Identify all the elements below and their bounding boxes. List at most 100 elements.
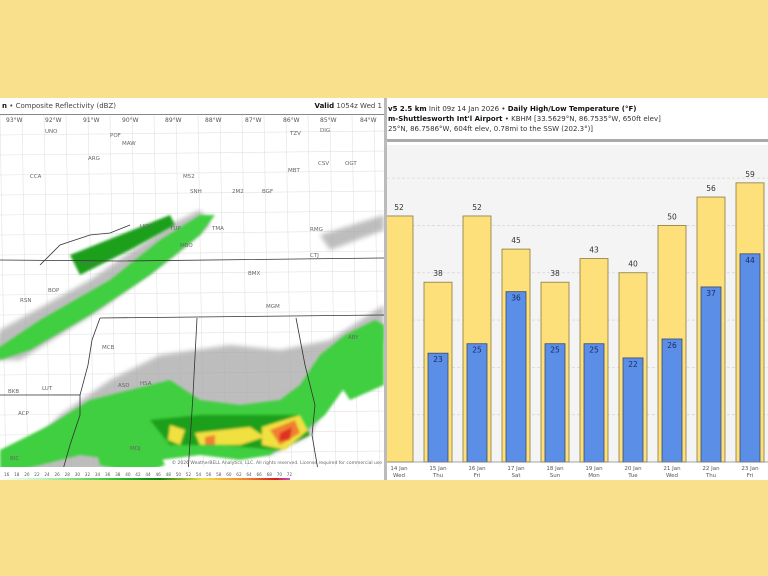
station-label: CTJ [310, 253, 319, 259]
station-label: MBO [180, 243, 193, 249]
low-temp-label: 26 [667, 341, 677, 350]
init-time: Init 09z 14 Jan 2026 [428, 105, 500, 113]
weekday-tick-label: Thu [432, 473, 443, 479]
scale-label: 46 [156, 472, 162, 477]
high-temp-bar[interactable] [387, 215, 414, 463]
longitude-label: 91°W [83, 117, 100, 124]
date-tick-label: 14 Jan [390, 466, 408, 472]
low-temp-bar[interactable] [544, 343, 566, 463]
map-title-prefix: n [2, 102, 7, 110]
station-label: ABY [348, 335, 359, 341]
weekday-tick-label: Sat [511, 473, 521, 479]
longitude-label: 89°W [165, 117, 182, 124]
date-tick-label: 17 Jan [507, 466, 525, 472]
low-temp-label: 44 [745, 256, 755, 265]
radar-map[interactable]: 93°W 92°W 91°W 90°W 89°W 88°W 87°W 86°W 85°W 84°W… [0, 115, 384, 480]
color-scale-gradient [0, 478, 290, 480]
scale-label: 30 [75, 472, 81, 477]
low-temp-bar[interactable] [622, 357, 644, 463]
chart-header-line3: 25°N, 86.7586°W, 604ft elev, 0.78mi to t… [388, 125, 594, 133]
station-label: TMA [211, 226, 224, 232]
scale-label: 26 [55, 472, 61, 477]
scale-label: 22 [34, 472, 40, 477]
high-temp-label: 45 [511, 236, 521, 245]
station-label: MAW [122, 141, 136, 147]
scale-label: 28 [65, 472, 71, 477]
scale-label: 72 [287, 472, 293, 477]
station-name: m-Shuttlesworth Int'l Airport [388, 115, 503, 123]
low-temp-bar[interactable] [700, 286, 722, 463]
weekday-tick-label: Tue [627, 473, 638, 479]
weekday-tick-label: Thu [705, 473, 716, 479]
date-tick-label: 23 Jan [741, 466, 759, 472]
station-label: UNO [45, 129, 58, 135]
scale-label: 52 [186, 472, 192, 477]
station-label: SNH [190, 189, 202, 195]
scale-label: 44 [145, 472, 151, 477]
low-temp-bar[interactable] [466, 343, 488, 463]
longitude-label: 87°W [245, 117, 262, 124]
scale-label: 38 [115, 472, 121, 477]
station-label: RSN [20, 298, 31, 304]
scale-label: 40 [125, 472, 131, 477]
scale-label: 56 [206, 472, 212, 477]
scale-label: 68 [267, 472, 273, 477]
map-valid-time: Valid 1054z Wed 1 [315, 98, 382, 114]
chart-title: Daily High/Low Temperature (°F) [507, 105, 637, 113]
station-label: BOP [48, 288, 60, 294]
station-label: GLH [82, 261, 93, 267]
high-temp-label: 56 [706, 184, 716, 193]
chart-header: v5 2.5 km Init 09z 14 Jan 2026 • Daily H… [387, 98, 768, 142]
station-label: ARG [88, 156, 100, 162]
weekday-tick-label: Fri [474, 473, 481, 479]
station-label: BGF [262, 189, 273, 195]
station-label: ASD [118, 383, 130, 389]
longitude-label: 93°W [6, 117, 23, 124]
scale-label: 48 [166, 472, 172, 477]
scale-label: 62 [236, 472, 242, 477]
high-temp-label: 52 [472, 203, 482, 212]
date-tick-label: 15 Jan [429, 466, 447, 472]
low-temp-bar[interactable] [427, 352, 449, 463]
scale-label: 36 [105, 472, 111, 477]
low-temp-label: 36 [511, 294, 521, 303]
low-temp-bar[interactable] [661, 338, 683, 463]
low-temp-label: 25 [589, 346, 599, 355]
station-label: MBT [288, 168, 301, 174]
low-temp-bar[interactable] [583, 343, 605, 463]
weekday-tick-label: Wed [666, 473, 678, 479]
longitude-label: 86°W [283, 117, 300, 124]
high-temp-label: 50 [667, 212, 677, 221]
low-temp-label: 25 [550, 346, 560, 355]
low-temp-bar[interactable] [505, 291, 527, 463]
copyright-text: © 2026 WeatherBELL Analytics, LLC. All r… [172, 459, 383, 466]
scale-label: 16 [4, 472, 10, 477]
high-temp-label: 43 [589, 246, 599, 255]
station-label: OGT [345, 161, 357, 167]
station-label: BIC [10, 456, 19, 462]
station-label: ACP [18, 411, 30, 417]
longitude-label: 84°W [360, 117, 377, 124]
date-tick-label: 21 Jan [663, 466, 681, 472]
valid-value: 1054z Wed 1 [336, 102, 382, 110]
model-label: v5 2.5 km [388, 105, 427, 113]
low-temp-label: 25 [472, 346, 482, 355]
color-scale-bar: 16 18 20 22 24 26 28 30 32 34 36 38 40 42 44 46 48 50 52 54… [0, 467, 384, 480]
scale-label: 32 [85, 472, 91, 477]
date-tick-label: 19 Jan [585, 466, 603, 472]
low-temp-bar[interactable] [739, 253, 761, 463]
date-tick-label: 20 Jan [624, 466, 642, 472]
scale-label: 20 [24, 472, 30, 477]
low-temp-label: 22 [628, 360, 638, 369]
high-temp-label: 52 [394, 203, 404, 212]
high-temp-label: 40 [628, 260, 638, 269]
chart-header-line1: v5 2.5 km Init 09z 14 Jan 2026 • Daily H… [388, 105, 637, 113]
station-label: MGM [266, 304, 280, 310]
station-label: CSV [318, 161, 329, 167]
longitude-label: 90°W [122, 117, 139, 124]
scale-label: 54 [196, 472, 202, 477]
longitude-label: 92°W [45, 117, 62, 124]
longitude-label: 88°W [205, 117, 222, 124]
